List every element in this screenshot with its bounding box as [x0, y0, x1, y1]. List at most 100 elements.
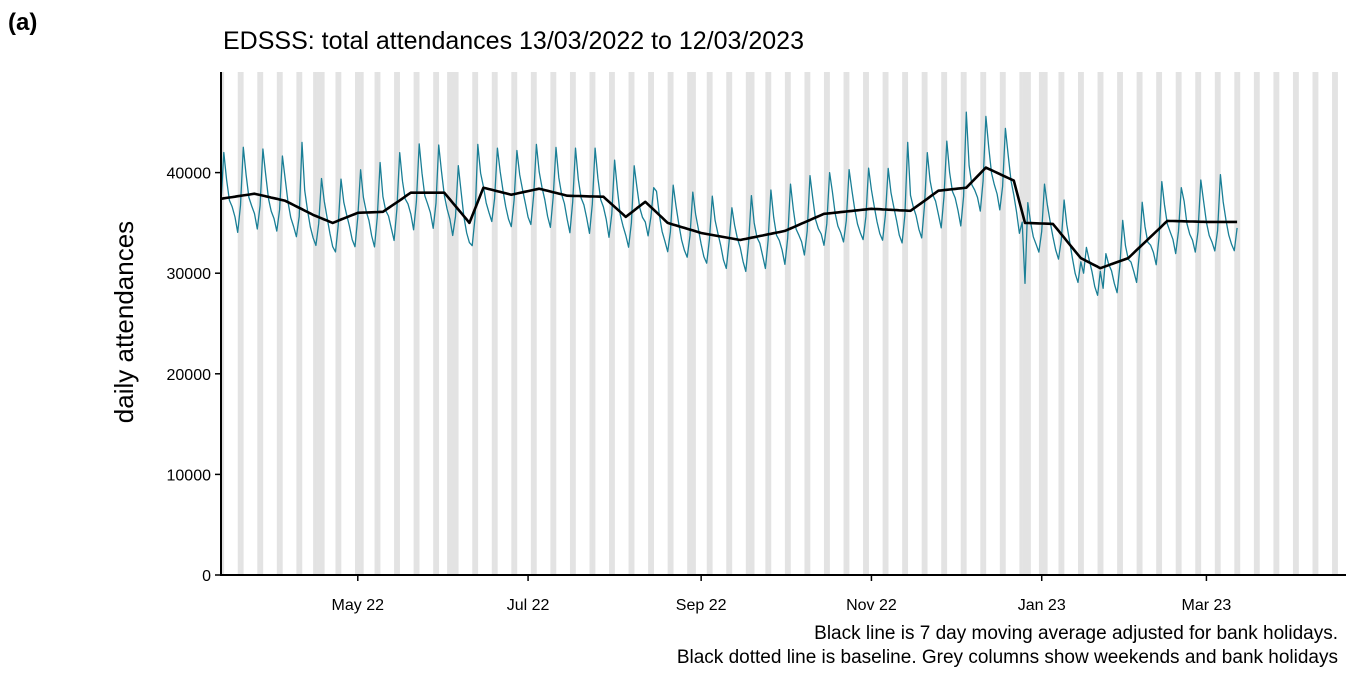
chart-lines [220, 111, 1238, 296]
shaded-day-column [1058, 72, 1062, 575]
shaded-day-column [1080, 72, 1084, 575]
shaded-day-column [296, 72, 300, 575]
shaded-day-column [475, 72, 479, 575]
shaded-day-column [1158, 72, 1163, 575]
shaded-day-column [1273, 72, 1277, 575]
shaded-day-column [902, 72, 906, 575]
shaded-day-column [628, 72, 632, 575]
moving-average-line [220, 166, 1238, 270]
shaded-day-column [650, 72, 654, 575]
shaded-day-column [1256, 72, 1260, 575]
shaded-day-column [729, 72, 733, 575]
shaded-day-column [709, 72, 713, 575]
shaded-day-column [963, 72, 967, 575]
shaded-day-column [435, 72, 440, 575]
shaded-day-column [413, 72, 417, 575]
shaded-day-column [491, 72, 495, 575]
shaded-day-column [1044, 72, 1048, 575]
y-tick-label: 20000 [167, 367, 212, 384]
shaded-day-column [315, 72, 320, 575]
x-tick-label: Jul 22 [507, 597, 550, 614]
y-axis-label: daily attendances [109, 221, 139, 423]
shaded-day-column [299, 72, 303, 575]
shaded-day-column [374, 72, 378, 575]
shaded-day-column [357, 72, 361, 575]
shaded-day-column [1139, 72, 1143, 575]
shaded-day-column [572, 72, 576, 575]
shaded-day-column [1292, 72, 1297, 575]
shaded-day-column [689, 72, 694, 575]
shaded-day-column [944, 72, 948, 575]
shaded-day-column [592, 72, 596, 575]
shaded-day-column [1027, 72, 1031, 575]
shaded-day-column [1334, 72, 1338, 575]
shaded-day-column [882, 72, 886, 575]
shaded-day-column [1097, 72, 1101, 575]
shaded-day-column [240, 72, 244, 575]
shaded-day-column [449, 72, 453, 575]
shaded-day-column [826, 72, 830, 575]
shaded-day-column [1136, 72, 1140, 575]
shaded-day-column [1117, 72, 1121, 575]
shaded-day-column [1315, 72, 1319, 575]
shaded-day-column [553, 72, 557, 575]
shaded-day-column [1078, 72, 1082, 575]
shaded-day-column [396, 72, 400, 575]
shaded-day-column [941, 72, 945, 575]
shaded-day-column [983, 72, 987, 575]
shaded-day-column [1198, 72, 1202, 575]
shaded-day-column [863, 72, 867, 575]
shaded-day-column [885, 72, 889, 575]
shaded-day-column [260, 72, 264, 575]
shaded-day-column [1038, 72, 1043, 575]
shaded-day-column [1195, 72, 1199, 575]
y-tick-label: 40000 [167, 166, 212, 183]
shaded-day-column [569, 72, 574, 575]
shaded-day-column [360, 72, 364, 575]
shaded-day-column [221, 72, 225, 575]
shaded-day-column [1022, 72, 1026, 575]
shaded-day-column [533, 72, 537, 575]
weekend-bank-holiday-shading [221, 72, 1338, 575]
shaded-day-column [511, 72, 515, 575]
shaded-day-column [257, 72, 261, 575]
shaded-day-column [631, 72, 635, 575]
shaded-day-column [338, 72, 342, 575]
shaded-day-column [784, 72, 788, 575]
shaded-day-column [472, 72, 476, 575]
shaded-day-column [416, 72, 420, 575]
x-axis-ticks: May 22 Jul 22 Sep 22 Nov 22 Jan 23 Mar 23 [332, 575, 1231, 614]
shaded-day-column [670, 72, 674, 575]
shaded-day-column [1019, 72, 1023, 575]
shaded-day-column [455, 72, 459, 575]
x-tick-label: Nov 22 [846, 597, 897, 614]
shaded-day-column [846, 72, 850, 575]
shaded-day-column [667, 72, 671, 575]
shaded-day-column [804, 72, 808, 575]
shaded-day-column [279, 72, 283, 575]
shaded-day-column [1312, 72, 1316, 575]
shaded-day-column [692, 72, 696, 575]
shaded-day-column [1332, 72, 1336, 575]
shaded-day-column [237, 72, 241, 575]
chart-title: EDSSS: total attendances 13/03/2022 to 1… [223, 27, 804, 55]
shaded-day-column [751, 72, 755, 575]
shaded-day-column [1178, 72, 1182, 575]
shaded-day-column [1237, 72, 1241, 575]
x-tick-label: Jan 23 [1018, 597, 1066, 614]
daily-attendances-line [220, 111, 1238, 296]
shaded-day-column [726, 72, 730, 575]
shaded-day-column [687, 72, 691, 575]
shaded-day-column [394, 72, 398, 575]
shaded-day-column [768, 72, 772, 575]
shaded-day-column [1119, 72, 1123, 575]
shaded-day-column [924, 72, 928, 575]
shaded-day-column [1100, 72, 1104, 575]
shaded-day-column [960, 72, 964, 575]
shaded-day-column [1175, 72, 1179, 575]
shaded-day-column [447, 72, 451, 575]
shaded-day-column [550, 72, 554, 575]
shaded-day-column [611, 72, 615, 575]
x-tick-label: May 22 [332, 597, 385, 614]
